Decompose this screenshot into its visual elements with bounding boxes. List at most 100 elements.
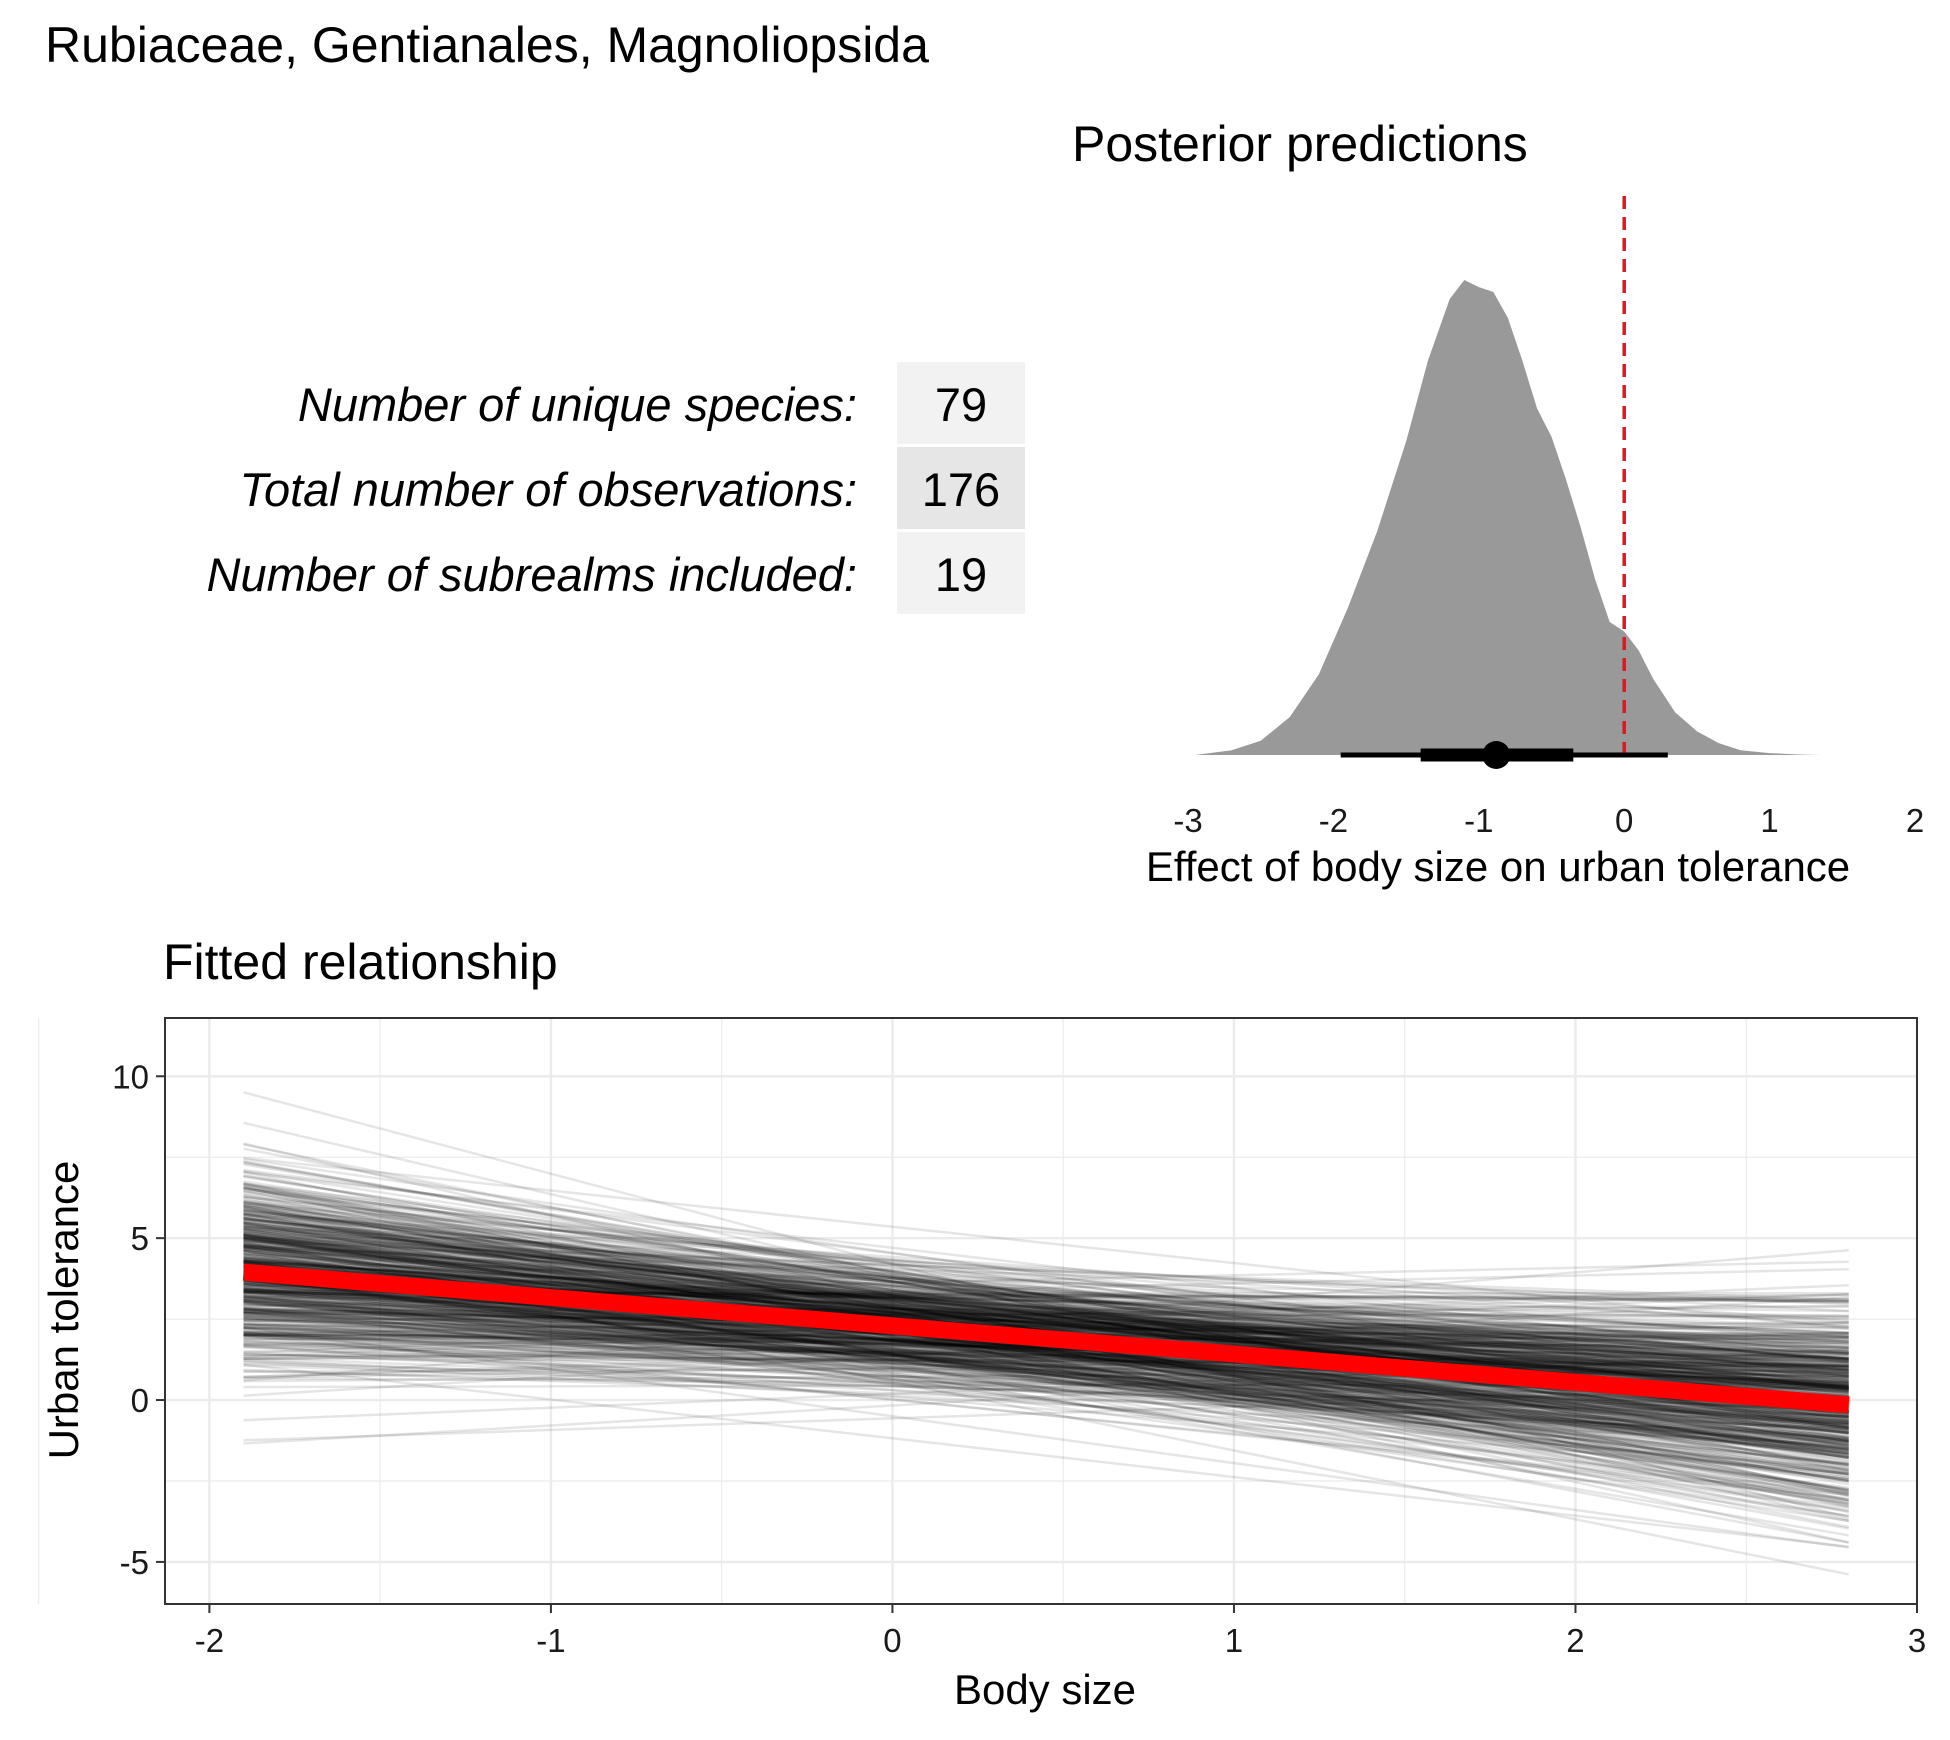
posterior-draw-line bbox=[243, 1332, 1849, 1408]
posterior-draw-line bbox=[243, 1291, 1849, 1509]
posterior-draw-line bbox=[243, 1311, 1849, 1420]
posterior-draw-line bbox=[243, 1229, 1849, 1494]
posterior-draw-line bbox=[243, 1295, 1849, 1465]
posterior-draw-line bbox=[243, 1230, 1849, 1352]
posterior-draw-line bbox=[243, 1330, 1849, 1500]
posterior-draw-line bbox=[243, 1229, 1849, 1392]
posterior-draw-line bbox=[243, 1300, 1849, 1432]
posterior-draw-line bbox=[243, 1259, 1849, 1356]
posterior-x-tick-label: -1 bbox=[1464, 802, 1493, 839]
posterior-draw-line bbox=[243, 1212, 1849, 1384]
posterior-draw-line bbox=[243, 1273, 1849, 1330]
posterior-draw-line bbox=[243, 1282, 1849, 1433]
posterior-draw-line bbox=[243, 1274, 1849, 1502]
posterior-draw-line bbox=[243, 1265, 1849, 1344]
posterior-draw-line bbox=[243, 1235, 1849, 1473]
posterior-draw-line bbox=[243, 1352, 1849, 1379]
posterior-draw-line bbox=[243, 1244, 1849, 1353]
posterior-draw-line bbox=[243, 1332, 1849, 1427]
posterior-draw-line bbox=[243, 1207, 1849, 1398]
posterior-draw-line bbox=[243, 1315, 1849, 1342]
posterior-draw-line bbox=[243, 1234, 1849, 1530]
posterior-draw-line bbox=[243, 1326, 1849, 1384]
posterior-draw-line bbox=[243, 1278, 1849, 1451]
posterior-draw-line bbox=[243, 1316, 1849, 1443]
fitted-y-tick-label: 10 bbox=[112, 1058, 149, 1095]
posterior-draw-line bbox=[243, 1360, 1849, 1447]
posterior-draw-line bbox=[243, 1218, 1849, 1362]
posterior-draw-line bbox=[243, 1297, 1849, 1362]
posterior-draw-line bbox=[243, 1363, 1849, 1548]
posterior-draw-line bbox=[243, 1278, 1849, 1479]
posterior-draw-line bbox=[243, 1259, 1849, 1379]
posterior-draw-line bbox=[243, 1317, 1849, 1380]
posterior-draw-line bbox=[243, 1248, 1849, 1457]
posterior-draw-line bbox=[243, 1199, 1849, 1355]
posterior-draw-line bbox=[243, 1196, 1849, 1459]
posterior-draw-line bbox=[243, 1236, 1849, 1349]
posterior-draw-line bbox=[243, 1335, 1849, 1470]
posterior-draw-line bbox=[243, 1248, 1849, 1395]
fitted-title: Fitted relationship bbox=[163, 934, 558, 990]
posterior-draw-line bbox=[243, 1263, 1849, 1374]
posterior-draw-line bbox=[243, 1174, 1849, 1439]
posterior-draw-line bbox=[243, 1286, 1849, 1419]
posterior-draw-line bbox=[243, 1237, 1849, 1360]
posterior-draw-line bbox=[243, 1212, 1849, 1508]
posterior-x-tick-label: 1 bbox=[1760, 802, 1778, 839]
posterior-draw-line bbox=[243, 1362, 1849, 1406]
posterior-draw-line bbox=[243, 1175, 1849, 1413]
posterior-draw-line bbox=[243, 1283, 1849, 1434]
posterior-draw-line bbox=[243, 1247, 1849, 1373]
posterior-draw-line bbox=[243, 1247, 1849, 1452]
posterior-draw-line bbox=[243, 1310, 1849, 1476]
posterior-draw-line bbox=[243, 1276, 1849, 1474]
posterior-draw-line bbox=[243, 1249, 1849, 1454]
posterior-draw-line bbox=[243, 1221, 1849, 1491]
posterior-draw-line bbox=[243, 1288, 1849, 1455]
fitted-x-ticks: -2 -1 0 1 2 3 bbox=[195, 1604, 1926, 1659]
posterior-draw-line bbox=[243, 1333, 1849, 1497]
posterior-draw-line bbox=[243, 1279, 1849, 1466]
posterior-draw-line bbox=[243, 1255, 1849, 1372]
posterior-draw-line bbox=[243, 1121, 1849, 1497]
posterior-draw-line bbox=[243, 1370, 1849, 1411]
posterior-draw-line bbox=[243, 1227, 1849, 1495]
posterior-draw-line bbox=[243, 1273, 1849, 1328]
posterior-draw-line bbox=[243, 1242, 1849, 1385]
posterior-draw-line bbox=[243, 1257, 1849, 1382]
posterior-x-tick-label: 2 bbox=[1906, 802, 1924, 839]
posterior-draw-line bbox=[243, 1239, 1849, 1324]
posterior-draw-line bbox=[243, 1220, 1849, 1373]
posterior-draw-line bbox=[243, 1295, 1849, 1342]
posterior-draw-line bbox=[243, 1351, 1849, 1431]
posterior-draw-line bbox=[243, 1204, 1849, 1386]
posterior-draw-line bbox=[243, 1195, 1849, 1372]
stat-label-species: Number of unique species: bbox=[298, 378, 857, 431]
posterior-panel: Posterior predictions -3 -2 -1 0 1 2 Effect o… bbox=[1072, 116, 1924, 890]
posterior-draw-line bbox=[243, 1290, 1849, 1435]
posterior-draw-line bbox=[243, 1345, 1849, 1422]
posterior-draw-line bbox=[243, 1246, 1849, 1365]
posterior-draw-line bbox=[243, 1310, 1849, 1384]
posterior-draw-line bbox=[243, 1288, 1849, 1512]
posterior-draw-line bbox=[243, 1231, 1849, 1391]
posterior-draw-line bbox=[243, 1243, 1849, 1338]
posterior-draw-line bbox=[243, 1245, 1849, 1372]
posterior-draw-line bbox=[243, 1216, 1849, 1428]
posterior-draw-line bbox=[243, 1313, 1849, 1452]
posterior-draw-line bbox=[243, 1323, 1849, 1375]
posterior-draw-line bbox=[243, 1357, 1849, 1365]
posterior-draw-line bbox=[243, 1213, 1849, 1328]
posterior-draw-line bbox=[243, 1266, 1849, 1482]
posterior-draw-line bbox=[243, 1309, 1849, 1440]
stat-value-observations: 176 bbox=[922, 463, 1000, 516]
posterior-draw-line bbox=[243, 1316, 1849, 1415]
posterior-draw-line bbox=[243, 1245, 1849, 1465]
posterior-draw-line bbox=[243, 1240, 1849, 1377]
posterior-draw-line bbox=[243, 1302, 1849, 1441]
posterior-draw-line bbox=[243, 1295, 1849, 1455]
posterior-draw-line bbox=[243, 1257, 1849, 1395]
stat-value-species: 79 bbox=[935, 378, 987, 431]
posterior-x-axis-label: Effect of body size on urban tolerance bbox=[1146, 843, 1850, 890]
